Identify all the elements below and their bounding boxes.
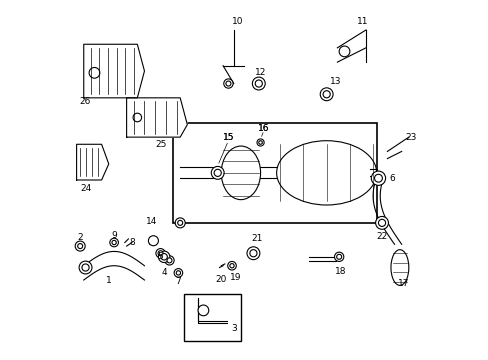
Circle shape [82, 264, 89, 271]
Text: 21: 21 [251, 234, 262, 243]
Circle shape [112, 240, 116, 245]
Circle shape [255, 80, 262, 87]
Text: 18: 18 [334, 267, 346, 276]
Text: 2: 2 [77, 233, 83, 242]
Circle shape [89, 67, 100, 78]
Circle shape [148, 236, 158, 246]
Circle shape [166, 258, 172, 263]
Circle shape [225, 81, 230, 86]
Polygon shape [83, 44, 144, 98]
Circle shape [375, 216, 387, 229]
Text: 15: 15 [222, 132, 234, 141]
Circle shape [252, 77, 264, 90]
Text: 22: 22 [376, 232, 387, 241]
Circle shape [378, 219, 385, 226]
Text: 4: 4 [161, 268, 166, 277]
Text: 6: 6 [389, 174, 395, 183]
Text: 26: 26 [80, 97, 91, 106]
Text: 24: 24 [80, 184, 91, 193]
Circle shape [164, 256, 174, 265]
Text: 5: 5 [157, 252, 163, 261]
Circle shape [177, 220, 183, 225]
Circle shape [249, 249, 257, 257]
Circle shape [176, 271, 180, 275]
Circle shape [339, 46, 349, 57]
Text: 15: 15 [222, 132, 234, 141]
FancyBboxPatch shape [173, 123, 376, 223]
Text: 13: 13 [329, 77, 341, 86]
Circle shape [156, 249, 165, 258]
Circle shape [370, 171, 385, 185]
Text: 9: 9 [111, 231, 117, 240]
Text: 12: 12 [254, 68, 266, 77]
Circle shape [133, 113, 142, 122]
Circle shape [198, 305, 208, 316]
Text: 23: 23 [404, 132, 415, 141]
Circle shape [75, 241, 85, 251]
Circle shape [258, 141, 262, 144]
Circle shape [334, 252, 343, 261]
Text: 16: 16 [258, 124, 269, 133]
Circle shape [323, 91, 329, 98]
Polygon shape [126, 98, 187, 137]
Circle shape [229, 264, 234, 268]
Text: 11: 11 [356, 17, 367, 26]
Circle shape [320, 88, 332, 101]
Text: 1: 1 [106, 275, 111, 284]
Text: 25: 25 [155, 140, 166, 149]
Circle shape [158, 251, 169, 262]
Circle shape [110, 238, 118, 247]
Circle shape [246, 247, 259, 260]
Circle shape [374, 174, 382, 182]
Text: 14: 14 [145, 217, 157, 226]
Circle shape [214, 169, 221, 176]
Text: 7: 7 [175, 277, 181, 286]
Ellipse shape [221, 146, 260, 200]
Circle shape [175, 218, 185, 228]
Circle shape [161, 253, 167, 260]
Ellipse shape [276, 141, 376, 205]
Text: 8: 8 [129, 238, 135, 247]
Circle shape [336, 254, 341, 259]
FancyBboxPatch shape [183, 294, 241, 341]
Text: 3: 3 [230, 324, 236, 333]
Circle shape [224, 79, 233, 88]
Text: 10: 10 [231, 17, 243, 26]
Polygon shape [77, 144, 108, 180]
Circle shape [227, 261, 236, 270]
Text: 19: 19 [229, 273, 241, 282]
Circle shape [211, 166, 224, 179]
Circle shape [158, 251, 163, 256]
Circle shape [257, 139, 264, 146]
Circle shape [78, 244, 82, 249]
Ellipse shape [390, 249, 408, 285]
Circle shape [174, 269, 183, 277]
Text: 20: 20 [215, 275, 226, 284]
Text: 16: 16 [258, 124, 269, 133]
Text: 17: 17 [397, 279, 408, 288]
Circle shape [79, 261, 92, 274]
